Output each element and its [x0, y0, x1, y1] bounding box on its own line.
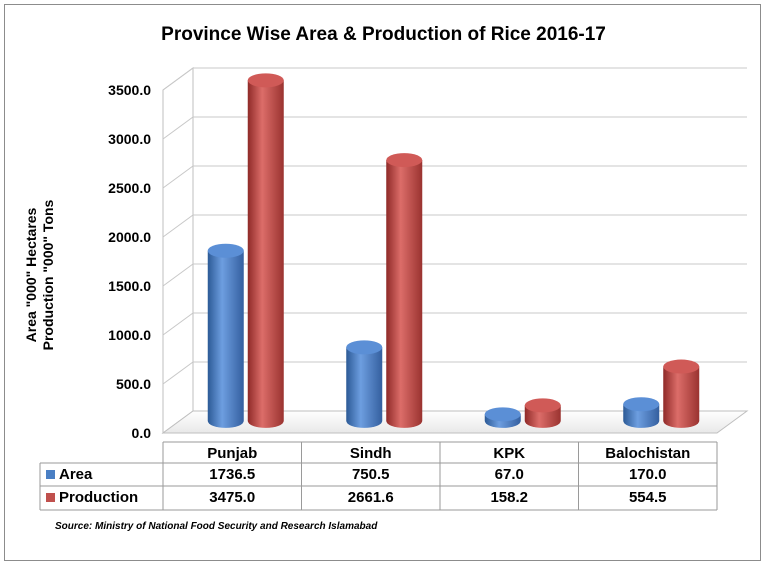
y-tick-label: 3500.0: [108, 82, 151, 98]
category-label-sindh: Sindh: [350, 445, 392, 462]
floor: [161, 410, 749, 434]
data-label: 170.0: [629, 466, 667, 483]
y-tick-label: 500.0: [116, 376, 151, 392]
data-label: 158.2: [490, 489, 528, 506]
y-tick-label: 2000.0: [108, 229, 151, 245]
gridline: [162, 67, 747, 91]
y-tick-label: 2500.0: [108, 180, 151, 196]
source-note: Source: Ministry of National Food Securi…: [55, 521, 378, 532]
gridline: [162, 312, 747, 336]
chart-frame: [4, 4, 761, 561]
category-label-balochistan: Balochistan: [605, 445, 690, 462]
bar-production-kpk: [524, 398, 561, 428]
data-label: 750.5: [352, 466, 390, 483]
bar-area-sindh: [346, 340, 383, 428]
gridline: [162, 214, 747, 238]
data-label: 3475.0: [209, 489, 255, 506]
data-label: 1736.5: [209, 466, 255, 483]
y-tick-label: 1000.0: [108, 327, 151, 343]
data-label: 554.5: [629, 489, 667, 506]
y-tick-label: 0.0: [132, 425, 152, 441]
bar-area-balochistan: [623, 397, 660, 428]
chart-title: Province Wise Area & Production of Rice …: [161, 24, 606, 45]
legend-key-production: [46, 493, 55, 502]
data-label: 2661.6: [348, 489, 394, 506]
legend-label-production: Production: [59, 489, 138, 506]
y-tick-label: 3000.0: [108, 131, 151, 147]
y-tick-label: 1500.0: [108, 278, 151, 294]
bar-production-balochistan: [663, 359, 700, 428]
category-label-kpk: KPK: [493, 445, 525, 462]
legend-label-area: Area: [59, 466, 93, 483]
gridline: [162, 165, 747, 189]
bar-production-punjab: [247, 73, 284, 428]
bar-area-punjab: [207, 243, 244, 428]
gridline: [162, 361, 747, 385]
bar-area-kpk: [484, 407, 521, 428]
category-label-punjab: Punjab: [207, 445, 257, 462]
data-label: 67.0: [495, 466, 524, 483]
bar-production-sindh: [386, 153, 423, 428]
side-wall: [162, 67, 194, 434]
gridline: [162, 116, 747, 140]
legend-key-area: [46, 470, 55, 479]
gridline: [162, 263, 747, 287]
